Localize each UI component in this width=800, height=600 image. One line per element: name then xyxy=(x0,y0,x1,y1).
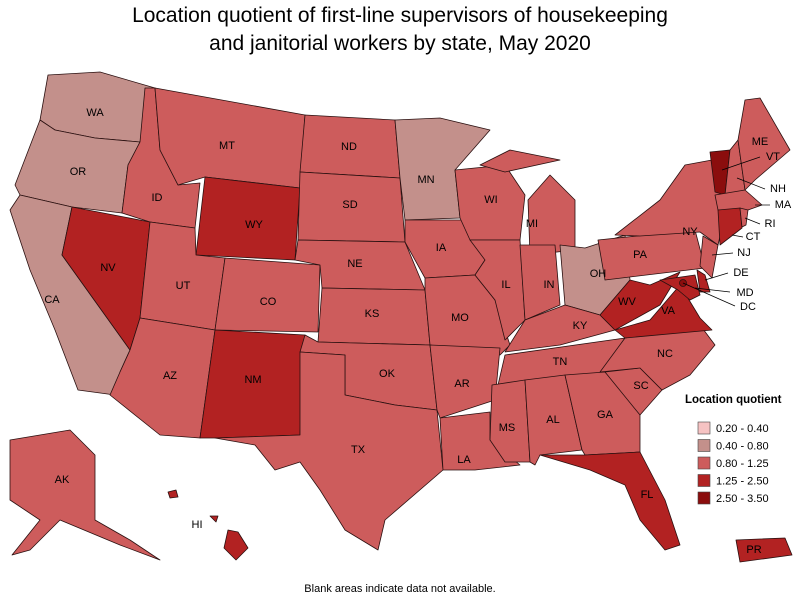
legend-label: 0.40 - 0.80 xyxy=(716,441,769,453)
state-label: ID xyxy=(152,192,163,204)
state-label: MA xyxy=(775,199,792,211)
leader-line xyxy=(731,234,744,238)
state xyxy=(223,529,249,561)
state-label: CA xyxy=(44,294,60,306)
state-label: GA xyxy=(597,409,614,421)
note: Blank areas indicate data not available. xyxy=(304,583,495,595)
state-label: ND xyxy=(341,141,357,153)
state-label: MT xyxy=(219,140,235,152)
legend-label: 2.50 - 3.50 xyxy=(716,493,769,505)
state-label: IL xyxy=(501,279,510,291)
state xyxy=(429,344,501,419)
state-label: AR xyxy=(454,378,469,390)
state-label: OH xyxy=(590,268,607,280)
state xyxy=(209,515,219,523)
leader-line xyxy=(682,282,736,307)
state-label: AZ xyxy=(163,370,177,382)
state xyxy=(439,411,521,471)
state-label: NH xyxy=(770,183,786,195)
legend-label: 0.20 - 0.40 xyxy=(716,423,769,435)
title: Location quotient of first-line supervis… xyxy=(132,4,668,27)
state xyxy=(659,274,701,301)
state-label: RI xyxy=(765,218,776,230)
leader-line xyxy=(721,156,761,171)
state-label: MI xyxy=(526,218,538,230)
state xyxy=(489,379,531,463)
state-label: NE xyxy=(347,258,362,270)
legend-swatch xyxy=(697,456,711,470)
state xyxy=(599,271,681,331)
state-label: ME xyxy=(752,136,769,148)
state-label: PA xyxy=(633,249,648,261)
state-label: NY xyxy=(682,226,698,238)
state-label: NM xyxy=(244,374,261,386)
state xyxy=(735,537,793,563)
state-label: PR xyxy=(746,544,761,556)
state-label: SD xyxy=(342,199,357,211)
state-label: TN xyxy=(553,356,568,368)
state-label: MN xyxy=(417,174,434,186)
legend: Location quotient 0.20 - 0.40 0.40 - 0.80… xyxy=(685,394,782,505)
state-label: WA xyxy=(86,107,104,119)
state-label: DC xyxy=(740,301,756,313)
state-label: CT xyxy=(746,231,761,243)
title: and janitorial workers by state, May 202… xyxy=(209,32,591,55)
state-label: AK xyxy=(55,474,70,486)
state-label: TX xyxy=(351,444,366,456)
state-label: FL xyxy=(641,489,654,501)
legend-swatch xyxy=(697,474,711,487)
state-label: VA xyxy=(661,305,676,317)
state-label: NC xyxy=(657,348,673,360)
state xyxy=(167,489,179,499)
legend-label: 0.80 - 1.25 xyxy=(716,458,769,470)
state xyxy=(739,207,749,228)
state xyxy=(527,174,576,256)
state-label: MO xyxy=(451,312,469,324)
state xyxy=(717,207,743,246)
state-label: OK xyxy=(379,368,396,380)
state-label: WV xyxy=(618,296,636,308)
leader-line xyxy=(736,177,766,190)
state-label: IA xyxy=(436,242,447,254)
state-label: KY xyxy=(573,320,588,332)
state-label: VT xyxy=(766,151,780,163)
legend-label: 1.25 - 2.50 xyxy=(716,476,769,488)
state xyxy=(9,429,161,561)
state xyxy=(614,159,726,246)
legend-swatch xyxy=(697,421,711,435)
state-label: NV xyxy=(100,262,116,274)
state xyxy=(214,351,444,551)
state-label: MS xyxy=(499,422,516,434)
state-label: KS xyxy=(365,308,380,320)
state-label: OR xyxy=(70,166,87,178)
legend-swatch xyxy=(697,439,711,452)
state-label: LA xyxy=(457,454,471,466)
state xyxy=(696,269,711,293)
state-label: MD xyxy=(736,287,753,299)
legend-title: Location quotient xyxy=(685,394,782,406)
state-label: WI xyxy=(484,194,497,206)
leader-line xyxy=(694,287,731,293)
state-label: HI xyxy=(192,519,203,531)
legend-swatch xyxy=(697,491,711,505)
state-label: IN xyxy=(544,279,555,291)
state xyxy=(154,87,306,189)
leader-line xyxy=(711,252,734,256)
state-label: NJ xyxy=(737,247,750,259)
state xyxy=(479,149,561,173)
leader-line xyxy=(704,272,729,281)
state-label: UT xyxy=(176,280,191,292)
state xyxy=(214,257,321,333)
state-label: DE xyxy=(733,267,748,279)
state-label: AL xyxy=(546,414,559,426)
state-label: SC xyxy=(633,380,648,392)
state-label: WY xyxy=(245,219,263,231)
state xyxy=(519,244,561,321)
state xyxy=(539,451,681,551)
state-label: CO xyxy=(260,296,277,308)
state xyxy=(714,189,763,211)
leader-line xyxy=(744,217,761,225)
